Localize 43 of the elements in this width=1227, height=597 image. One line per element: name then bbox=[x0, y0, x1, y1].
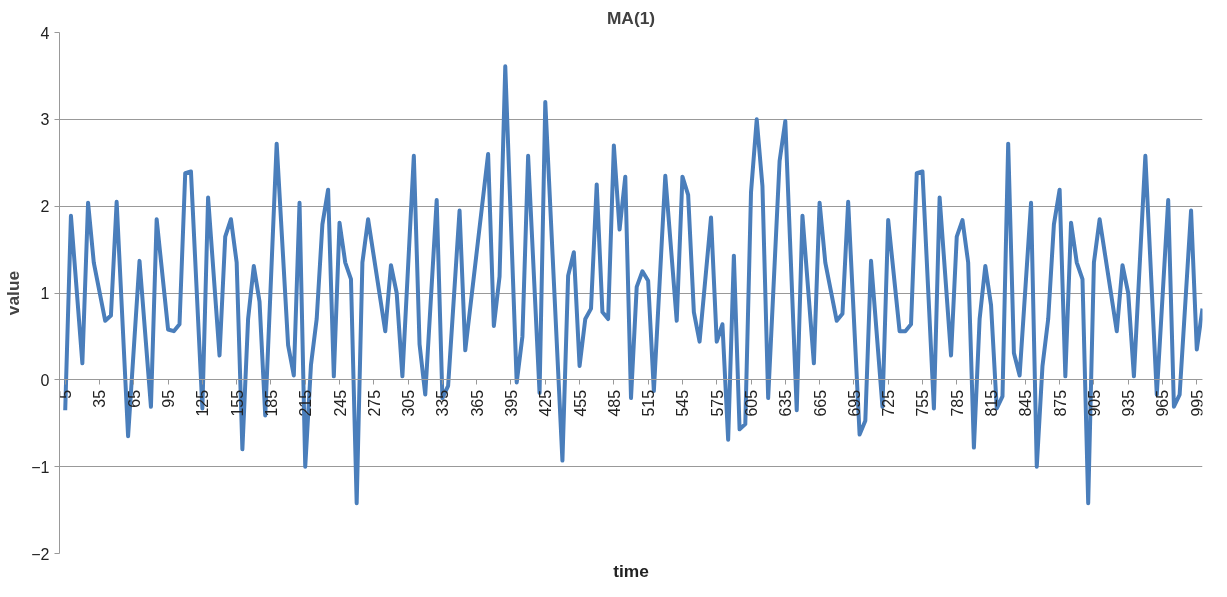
x-tick-label: 995 bbox=[1188, 389, 1206, 417]
x-tick-label: 455 bbox=[571, 389, 589, 417]
x-tick-label: 425 bbox=[537, 389, 555, 417]
y-tick-label: 2 bbox=[40, 198, 50, 216]
x-tick-label: 695 bbox=[845, 389, 863, 417]
x-axis-title: time bbox=[613, 560, 650, 581]
y-tick-label: 3 bbox=[40, 111, 50, 129]
x-tick-label: 635 bbox=[777, 389, 795, 417]
x-tick-label: 665 bbox=[811, 389, 829, 417]
x-tick-label: 725 bbox=[880, 389, 898, 417]
x-tick-label: 905 bbox=[1085, 389, 1103, 417]
y-tick-label: 4 bbox=[40, 24, 50, 42]
x-tick-label: 35 bbox=[91, 389, 109, 408]
x-tick-label: 335 bbox=[434, 389, 452, 417]
x-tick-label: 845 bbox=[1017, 389, 1035, 417]
x-tick-label: 545 bbox=[674, 389, 692, 417]
chart-title: MA(1) bbox=[606, 7, 656, 28]
y-axis-title: value bbox=[3, 270, 24, 316]
x-tick-label: 575 bbox=[708, 389, 726, 417]
x-tick-label: 275 bbox=[365, 389, 383, 417]
y-tick-label: 0 bbox=[40, 371, 50, 389]
x-tick-label: 185 bbox=[262, 389, 280, 417]
x-tick-label: 515 bbox=[640, 389, 658, 417]
x-tick-label: 245 bbox=[331, 389, 349, 417]
x-tick-label: 755 bbox=[914, 389, 932, 417]
x-tick-label: 485 bbox=[605, 389, 623, 417]
x-tick-label: 395 bbox=[502, 389, 520, 417]
x-tick-label: 215 bbox=[297, 389, 315, 417]
x-tick-label: 935 bbox=[1120, 389, 1138, 417]
x-tick-label: 815 bbox=[983, 389, 1001, 417]
x-tick-label: 785 bbox=[948, 389, 966, 417]
x-tick-label: 875 bbox=[1051, 389, 1069, 417]
x-tick-label: 605 bbox=[743, 389, 761, 417]
y-tick-label: −1 bbox=[31, 458, 50, 476]
y-tick-label: −2 bbox=[31, 545, 50, 563]
y-tick-label: 1 bbox=[40, 285, 50, 302]
x-tick-label: 155 bbox=[228, 389, 246, 417]
x-tick-label: 95 bbox=[160, 389, 178, 408]
x-tick-label: 125 bbox=[194, 389, 212, 417]
x-tick-label: 965 bbox=[1154, 389, 1172, 417]
x-tick-label: 365 bbox=[468, 389, 486, 417]
x-tick-label: 305 bbox=[400, 389, 418, 417]
x-tick-label: 65 bbox=[125, 389, 143, 408]
